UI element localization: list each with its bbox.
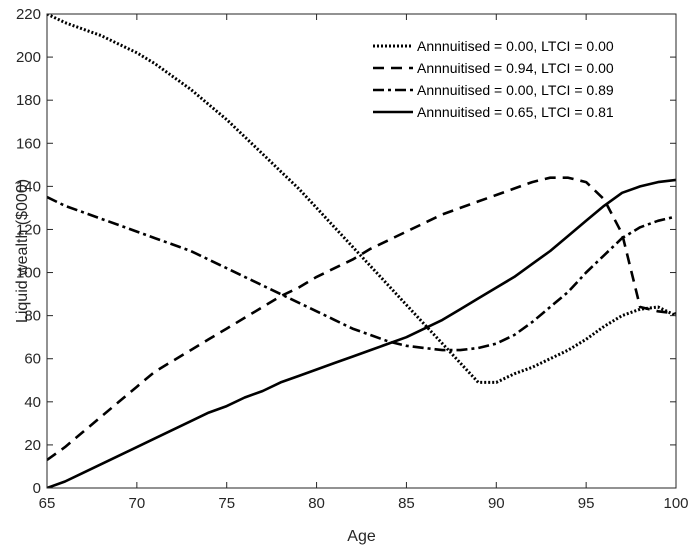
x-tick-label: 85: [398, 495, 415, 512]
legend: Annnuitised = 0.00, LTCI = 0.00 Annnuitis…: [373, 38, 614, 120]
legend-label-3: Annnuitised = 0.00, LTCI = 0.89: [417, 82, 614, 98]
y-tick-label: 200: [16, 49, 41, 66]
series-line-3: [47, 195, 676, 352]
x-tick-label: 95: [578, 495, 595, 512]
y-tick-label: 180: [16, 92, 41, 109]
x-tick-label: 100: [663, 495, 688, 512]
ticks-layer: 65 70 75 80 85 90 95 100 0 20 40 60 80 100 120 140 160 18…: [16, 6, 689, 512]
y-axis-label: Liquid wealth ($000): [14, 179, 31, 323]
y-tick-label: 160: [16, 135, 41, 152]
legend-label-2: Annnuitised = 0.94, LTCI = 0.00: [417, 60, 614, 76]
y-tick-label: 20: [24, 437, 41, 454]
x-tick-label: 80: [308, 495, 325, 512]
x-tick-label: 75: [218, 495, 235, 512]
y-tick-label: 40: [24, 394, 41, 411]
legend-label-4: Annnuitised = 0.65, LTCI = 0.81: [417, 104, 614, 120]
y-tick-label: 220: [16, 6, 41, 23]
x-tick-label: 90: [488, 495, 505, 512]
axes-layer: [46, 13, 677, 489]
series-line-4: [47, 178, 676, 488]
y-tick-label: 0: [33, 480, 41, 497]
x-axis-label: Age: [347, 528, 376, 545]
plot-frame: [46, 13, 677, 489]
x-tick-label: 70: [129, 495, 146, 512]
y-tick-label: 80: [24, 308, 41, 325]
series-line-2: [47, 176, 676, 462]
series-layer: [47, 14, 676, 488]
x-tick-label: 65: [39, 495, 56, 512]
y-tick-label: 140: [16, 178, 41, 195]
y-tick-label: 100: [16, 265, 41, 282]
legend-label-1: Annnuitised = 0.00, LTCI = 0.00: [417, 38, 614, 54]
y-tick-label: 120: [16, 221, 41, 238]
y-tick-label: 60: [24, 351, 41, 368]
